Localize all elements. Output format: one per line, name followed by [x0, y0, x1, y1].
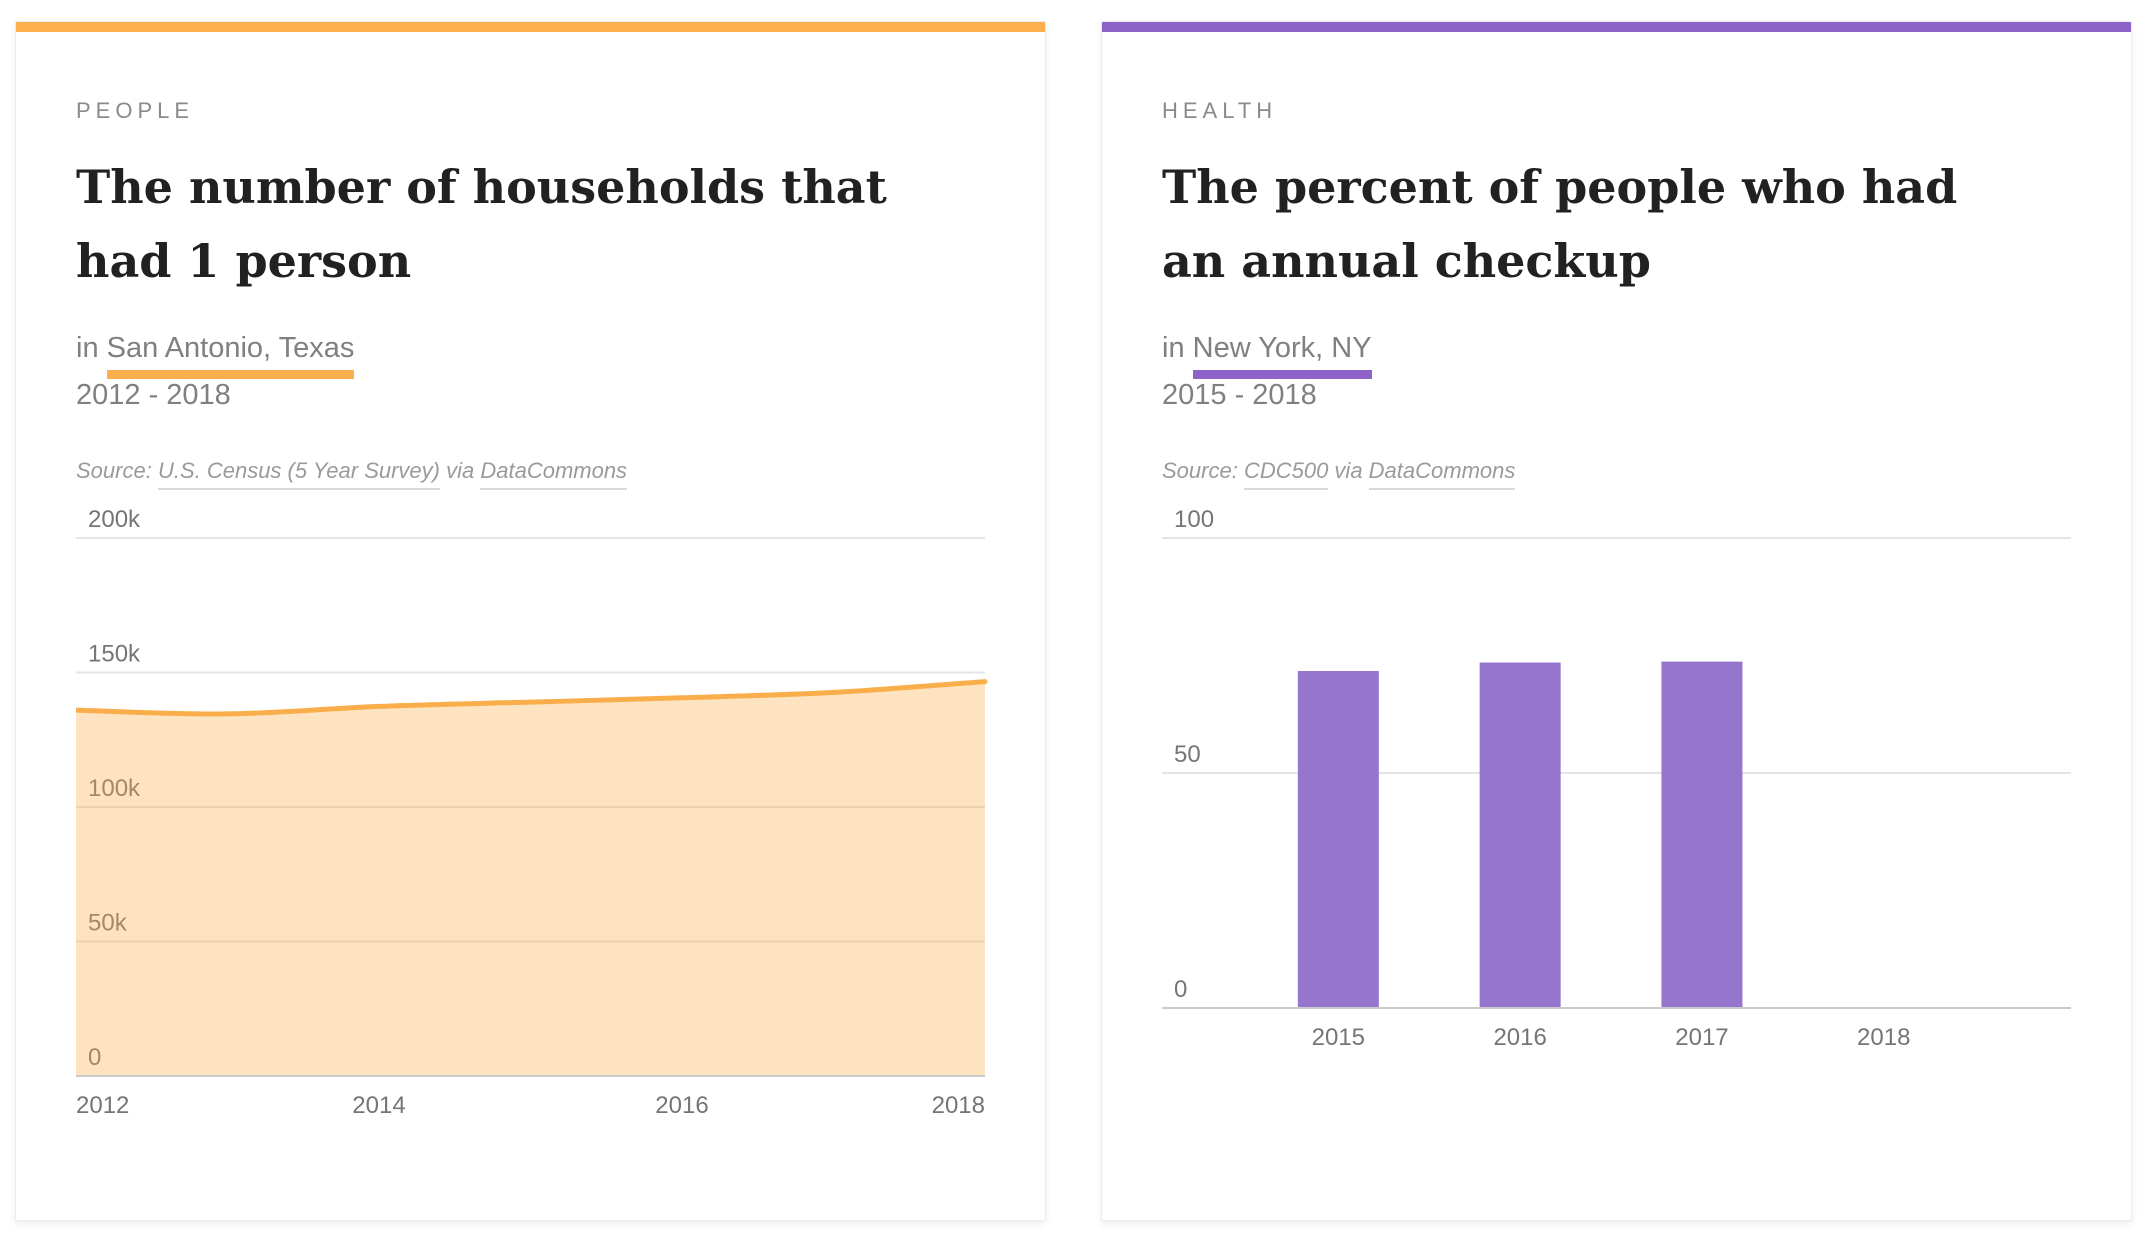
x-tick-label: 2015: [1312, 1024, 1365, 1051]
location-subtitle: in New York, NY: [1162, 332, 2071, 379]
source-prefix: Source:: [76, 458, 158, 483]
x-tick-label: 2018: [932, 1092, 985, 1119]
y-tick-label: 0: [1174, 976, 1187, 1003]
card-accent-bar: [1102, 22, 2131, 32]
y-tick-label: 50k: [88, 910, 128, 937]
health-card: HEALTH The percent of people who had an …: [1101, 21, 2132, 1221]
y-tick-label: 50: [1174, 741, 1201, 768]
people-card: PEOPLE The number of households that had…: [15, 21, 1046, 1221]
checkup-bar-chart: 0 50 100 2015 2016 2017 2018: [1162, 506, 2071, 1051]
y-tick-label: 100k: [88, 775, 141, 802]
x-tick-label: 2016: [655, 1092, 708, 1119]
y-tick-label: 150k: [88, 641, 141, 668]
source-name-link[interactable]: U.S. Census (5 Year Survey): [157, 458, 440, 490]
x-tick-label: 2014: [352, 1092, 405, 1119]
bar: [1297, 671, 1379, 1008]
x-tick-label: 2018: [1857, 1024, 1910, 1051]
location-prefix: in: [76, 332, 107, 364]
y-tick-label: 0: [88, 1044, 101, 1071]
trend-line: [73, 679, 988, 717]
source-line: Source: U.S. Census (5 Year Survey) via …: [76, 458, 985, 490]
date-range: 2012 - 2018: [76, 379, 231, 411]
y-tick-label: 100: [1174, 506, 1214, 533]
chart-title: The percent of people who had an annual …: [1162, 160, 1958, 288]
location-prefix: in: [1162, 332, 1193, 364]
households-area-chart: 0 50k 100k 150k 200k 2012 2014 2016 2018: [73, 506, 988, 1119]
location-link[interactable]: New York, NY: [1192, 332, 1372, 379]
bar: [1661, 661, 1743, 1008]
source-via: via: [1328, 458, 1369, 483]
card-body: PEOPLE The number of households that had…: [16, 98, 1045, 1131]
x-tick-label: 2017: [1675, 1024, 1728, 1051]
source-via: via: [439, 458, 481, 483]
y-tick-label: 200k: [88, 506, 141, 533]
category-label: PEOPLE: [76, 98, 195, 123]
x-tick-label: 2012: [76, 1092, 129, 1119]
cards-row: PEOPLE The number of households that had…: [15, 21, 2132, 1221]
source-provider-link[interactable]: DataCommons: [480, 458, 628, 490]
area-fill: [76, 681, 985, 1076]
chart-bar-wrap: 0 50 100 2015 2016 2017 2018: [1162, 496, 2071, 1066]
date-range: 2015 - 2018: [1162, 379, 1317, 411]
x-tick-label: 2016: [1493, 1024, 1546, 1051]
source-prefix: Source:: [1162, 458, 1244, 483]
bar: [1479, 662, 1561, 1008]
source-line: Source: CDC500 via DataCommons: [1162, 458, 2071, 490]
chart-area-wrap: 0 50k 100k 150k 200k 2012 2014 2016 2018: [73, 496, 988, 1131]
category-label: HEALTH: [1162, 98, 1278, 123]
source-provider-link[interactable]: DataCommons: [1368, 458, 1516, 490]
card-accent-bar: [16, 22, 1045, 32]
source-name-link[interactable]: CDC500: [1243, 458, 1329, 490]
location-link[interactable]: San Antonio, Texas: [106, 332, 355, 379]
card-body: HEALTH The percent of people who had an …: [1102, 98, 2131, 1066]
location-subtitle: in San Antonio, Texas: [76, 332, 985, 379]
chart-title: The number of households that had 1 pers…: [76, 160, 887, 288]
